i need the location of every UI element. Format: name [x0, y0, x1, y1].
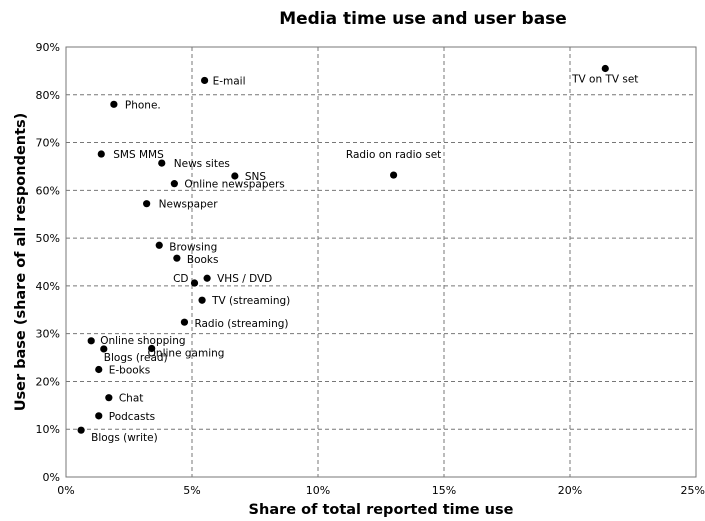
y-tick-label: 30% [36, 328, 60, 341]
point-label-tv-streaming: TV (streaming) [211, 295, 290, 307]
chart-title: Media time use and user base [279, 9, 567, 29]
data-point-tv-streaming [198, 296, 206, 304]
point-label-vhs-dvd: VHS / DVD [217, 273, 272, 285]
data-point-sns [231, 172, 239, 180]
point-label-blogs-read: Blogs (read) [104, 352, 168, 364]
x-tick-label: 15% [432, 484, 456, 497]
point-label-podcasts: Podcasts [109, 411, 155, 423]
data-point-cd [190, 279, 199, 287]
y-tick-label: 10% [36, 423, 60, 436]
point-label-online-shopping: Online shopping [100, 335, 185, 347]
point-label-online-newspapers: Online newspapers [184, 179, 284, 191]
data-point-online-gaming [148, 344, 156, 353]
data-point-sms-mms [97, 150, 105, 158]
data-point-blogs-read [100, 345, 108, 353]
point-label-sns: SNS [245, 171, 267, 183]
x-tick-label: 20% [558, 484, 582, 497]
data-point-phone [110, 100, 118, 108]
axis-ticks: 0% 10% 20% 30% 40% 50% 60% 70% 80% 90% 0% 5% 10% 15% 2… [36, 41, 705, 497]
point-label-online-gaming: Online gaming [148, 347, 225, 359]
y-tick-label: 70% [36, 137, 60, 150]
y-tick-label: 0% [43, 471, 60, 484]
point-label-news-sites: News sites [174, 158, 230, 170]
data-point-e-mail [201, 76, 209, 85]
point-label-books: Books [187, 254, 219, 266]
x-tick-label: 10% [306, 484, 330, 497]
y-tick-label: 20% [36, 375, 60, 388]
data-point-browsing [155, 241, 163, 249]
point-label-e-books: E-books [109, 365, 151, 377]
x-tick-label: 25% [681, 484, 705, 497]
data-point-radio-on-radio-set [390, 171, 398, 179]
y-axis-label: User base (share of all respondents) [13, 113, 29, 412]
point-label-blogs-write: Blogs (write) [91, 432, 158, 444]
x-axis-label: Share of total reported time use [249, 502, 514, 518]
y-tick-label: 90% [36, 41, 60, 54]
grid [66, 47, 696, 477]
data-point-online-shopping [87, 337, 95, 345]
data-point-tv-on-tv-set [601, 64, 609, 73]
point-label-tv-on-tv-set: TV on TV set [571, 74, 638, 86]
data-point-blogs-write [77, 426, 85, 434]
data-point-online-newspapers [170, 180, 178, 188]
point-label-e-mail: E-mail [213, 75, 246, 87]
point-label-phone: Phone. [125, 99, 161, 111]
y-tick-label: 50% [36, 232, 60, 245]
plot-frame [65, 46, 697, 478]
point-label-browsing: Browsing [169, 241, 217, 253]
point-label-radio-streaming: Radio (streaming) [194, 318, 288, 330]
data-point-newspaper [143, 200, 151, 208]
point-label-sms-mms: SMS MMS [113, 149, 164, 161]
y-tick-label: 40% [36, 280, 60, 293]
data-point-radio-streaming [180, 318, 189, 326]
point-label-radio-on-radio-set: Radio on radio set [346, 149, 441, 161]
data-point-e-books [95, 365, 103, 374]
point-label-chat: Chat [119, 393, 144, 405]
data-point-chat [105, 394, 113, 402]
y-tick-label: 80% [36, 89, 60, 102]
data-point-vhs-dvd [203, 274, 211, 282]
point-label-cd: CD [173, 273, 188, 285]
x-tick-label: 5% [183, 484, 200, 497]
data-point-podcasts [95, 412, 103, 420]
data-points: TV on TV set E-mail Phone. SMS MMS News site… [77, 64, 638, 444]
y-tick-label: 60% [36, 184, 60, 197]
x-tick-label: 0% [57, 484, 74, 497]
data-point-news-sites [158, 159, 166, 167]
data-point-books [173, 254, 181, 262]
point-label-newspaper: Newspaper [159, 199, 219, 211]
